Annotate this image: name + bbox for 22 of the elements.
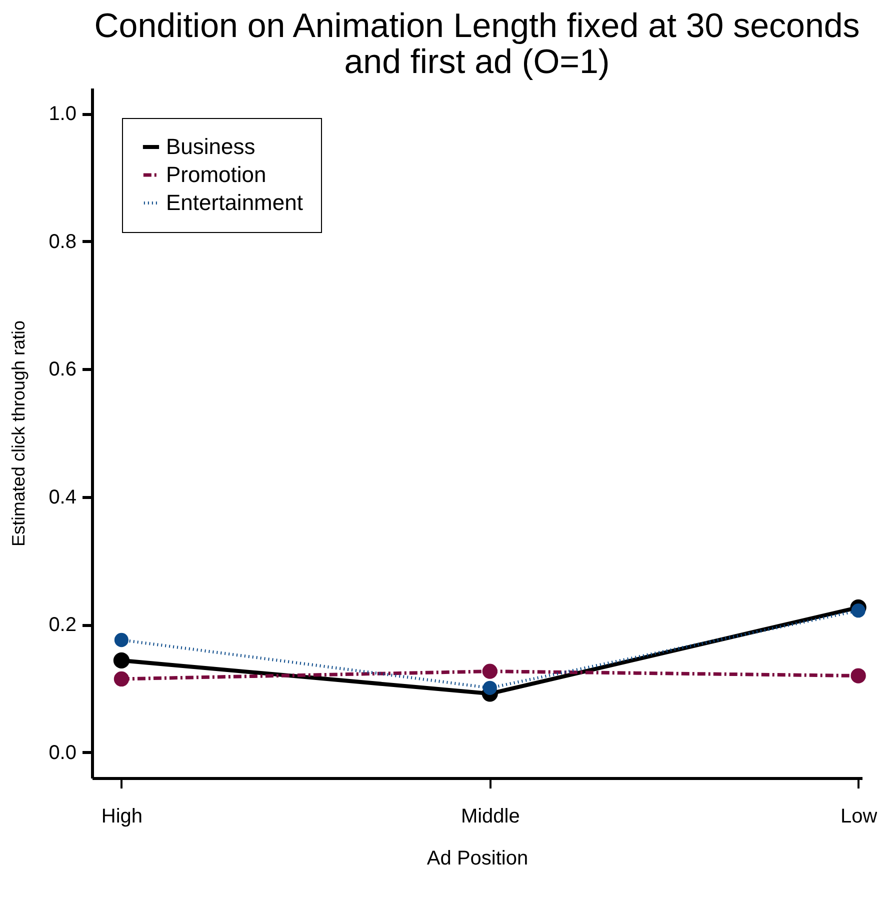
y-tick-label: 0.0: [48, 742, 76, 764]
point: [114, 632, 129, 648]
y-tick-label: 0.6: [48, 358, 76, 381]
y-tick-label: 0.8: [48, 230, 76, 253]
y-axis-title: Estimated click through ratio: [8, 320, 29, 547]
x-tick-label: Middle: [460, 806, 520, 828]
legend-label: Business: [166, 134, 256, 159]
point: [850, 668, 866, 684]
chart-title: Condition on Animation Length fixed at 30 seconds and first ad (O=1): [94, 7, 860, 81]
point: [114, 671, 130, 687]
point: [113, 652, 130, 668]
x-axis-title: Ad Position: [426, 848, 528, 870]
y-tick-label: 0.4: [48, 486, 76, 508]
y-tick-label: 1.0: [48, 103, 76, 126]
x-tick-label: High: [101, 806, 143, 828]
x-tick-label: Low: [840, 806, 878, 828]
legend-label: Entertainment: [166, 190, 303, 215]
point: [482, 680, 497, 695]
legend-label: Promotion: [166, 162, 266, 187]
y-tick-label: 0.2: [48, 614, 76, 636]
point: [482, 664, 498, 679]
point: [851, 604, 866, 618]
